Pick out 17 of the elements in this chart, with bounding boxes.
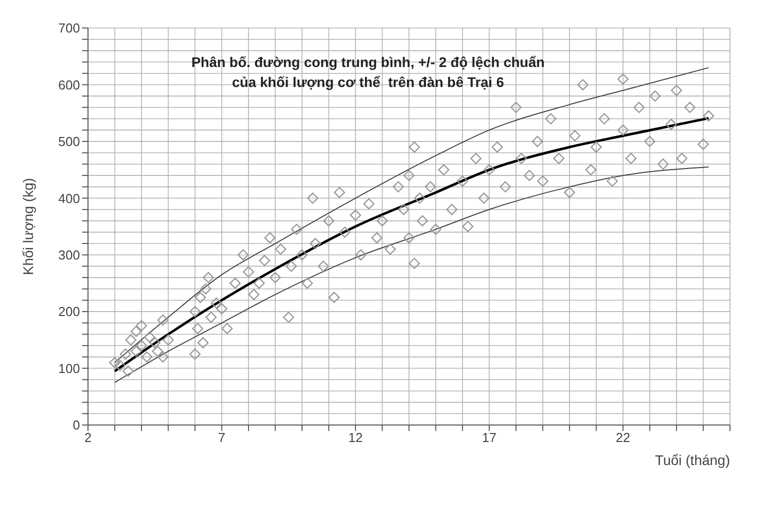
line-series: [114, 166, 710, 383]
x-tick-label: 12: [348, 430, 363, 446]
y-tick-label: 200: [58, 304, 80, 320]
x-tick-label: 17: [482, 430, 496, 446]
y-tick-label: 100: [58, 360, 80, 376]
y-tick-label: 600: [58, 77, 80, 92]
y-tick-label: 700: [58, 20, 80, 36]
y-tick-label: 400: [58, 190, 80, 206]
y-tick-label: 500: [58, 134, 80, 150]
x-tick-label: 22: [616, 430, 630, 446]
x-axis-title: Tuổi (tháng): [655, 452, 730, 468]
x-tick-label: 7: [218, 430, 226, 446]
y-tick-label: 300: [58, 247, 80, 262]
y-axis-title: Khối lượng (kg): [20, 178, 36, 276]
y-tick-label: 0: [72, 418, 80, 433]
text: Phân bố. đường cong trung bình, +/- 2 độ lệch chuẩn của khối lượng cơ thể trên đàn bê Trại 6: [190, 53, 546, 92]
x-tick-label: 2: [84, 430, 92, 446]
